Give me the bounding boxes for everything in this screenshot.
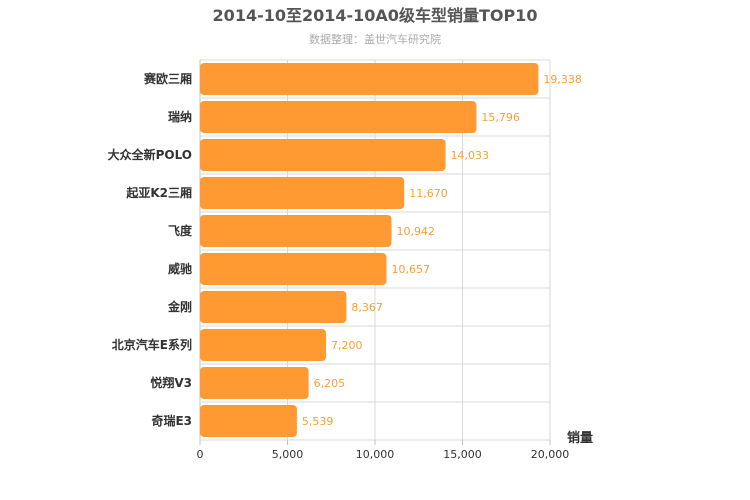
data-label: 7,200	[331, 339, 363, 352]
data-label: 5,539	[302, 415, 334, 428]
data-label: 8,367	[351, 301, 383, 314]
chart-subtitle: 数据整理：盖世汽车研究院	[309, 32, 441, 46]
data-label: 19,338	[543, 73, 582, 86]
tick-label: 20,000	[531, 448, 570, 461]
x-axis-title: 销量	[567, 430, 593, 446]
value-labels: 19,338 15,796 14,033 11,670 10,942 10,657 8,36…	[302, 73, 582, 428]
category-label: 金刚	[167, 299, 192, 314]
bar	[200, 291, 347, 323]
category-label: 奇瑞E3	[151, 413, 192, 428]
bar	[200, 329, 326, 361]
bar	[200, 101, 477, 133]
bar	[200, 253, 387, 285]
grid	[199, 59, 551, 441]
data-label: 11,670	[409, 187, 448, 200]
category-label: 瑞纳	[168, 109, 192, 124]
data-label: 15,796	[481, 111, 520, 124]
category-label: 威驰	[168, 261, 192, 276]
data-label: 10,942	[396, 225, 435, 238]
category-label: 悦翔V3	[150, 375, 192, 390]
data-label: 6,205	[314, 377, 346, 390]
chart-title: 2014-10至2014-10A0级车型销量TOP10	[213, 6, 538, 25]
bar	[200, 405, 297, 437]
x-axis-ticks: 0 5,000 10,000 15,000 20,000	[197, 440, 570, 461]
bars	[200, 63, 539, 437]
bar	[200, 367, 309, 399]
tick-label: 5,000	[272, 448, 304, 461]
bar	[200, 63, 539, 95]
data-label: 14,033	[451, 149, 490, 162]
bar	[200, 215, 392, 247]
category-label: 赛欧三厢	[143, 71, 192, 86]
category-label: 起亚K2三厢	[125, 185, 192, 200]
tick-label: 15,000	[443, 448, 482, 461]
category-label: 北京汽车E系列	[112, 337, 192, 352]
data-label: 10,657	[391, 263, 430, 276]
tick-label: 10,000	[356, 448, 395, 461]
category-label: 飞度	[168, 223, 193, 238]
bar	[200, 177, 405, 209]
tick-label: 0	[197, 448, 204, 461]
bar	[200, 139, 446, 171]
category-label: 大众全新POLO	[108, 147, 192, 162]
